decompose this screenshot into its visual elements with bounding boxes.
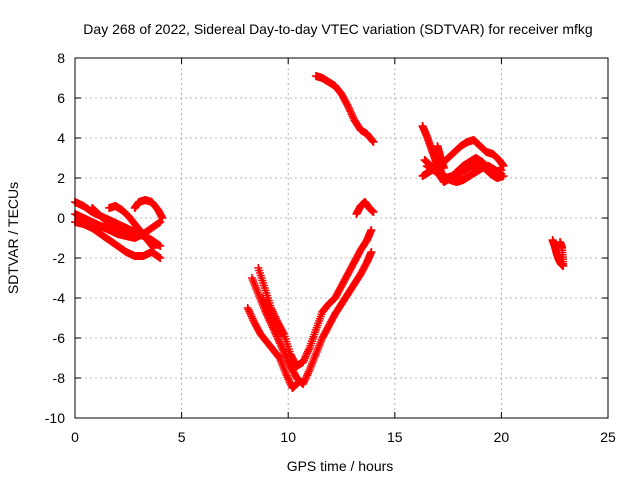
data-point-marker — [369, 138, 378, 146]
y-tick-label: 6 — [57, 90, 65, 106]
series-track-c1 — [311, 72, 378, 146]
data-point-marker — [156, 254, 165, 262]
y-tick-label: 2 — [57, 170, 65, 186]
data-point-marker — [369, 208, 378, 216]
series-track-a3 — [71, 218, 165, 262]
series-track-d4 — [420, 154, 506, 186]
data-point-marker — [556, 238, 565, 246]
grid-layer — [75, 58, 608, 418]
y-tick-label: -4 — [53, 290, 66, 306]
data-point-marker — [120, 228, 129, 236]
data-point-marker — [158, 214, 167, 222]
plot-frame — [74, 57, 609, 419]
series-track-a4 — [105, 202, 158, 252]
y-axis-label: SDTVAR / TECUs — [5, 182, 21, 294]
y-tick-label: -8 — [53, 370, 66, 386]
data-point-marker — [439, 164, 448, 172]
series-track-b5 — [352, 198, 378, 218]
y-tick-label: -2 — [53, 250, 66, 266]
y-tick-label: -10 — [45, 410, 65, 426]
series-track-a6 — [88, 204, 129, 236]
x-tick-label: 15 — [387, 429, 403, 445]
series-track-b4 — [258, 294, 286, 338]
y-tick-label: 4 — [57, 130, 65, 146]
x-tick-label: 5 — [178, 429, 186, 445]
series-track-e1 — [548, 236, 568, 270]
data-point-marker — [277, 330, 286, 338]
data-point-marker — [499, 172, 508, 180]
data-point-marker — [367, 248, 376, 256]
y-tick-label: 8 — [57, 50, 65, 66]
x-tick-label: 0 — [71, 429, 79, 445]
tick-layer — [74, 57, 609, 419]
x-tick-label: 25 — [600, 429, 616, 445]
x-axis-label: GPS time / hours — [287, 458, 394, 474]
data-layer — [71, 72, 568, 392]
series-track-b1 — [247, 248, 376, 388]
data-point-marker — [149, 244, 158, 252]
x-tick-label: 10 — [280, 429, 296, 445]
chart-title: Day 268 of 2022, Sidereal Day-to-day VTE… — [83, 21, 592, 37]
series-track-b3 — [243, 304, 303, 392]
y-tick-label: 0 — [57, 210, 65, 226]
x-tick-label: 20 — [494, 429, 510, 445]
data-point-marker — [367, 226, 376, 234]
data-point-marker — [294, 378, 303, 386]
tick-label-layer: 0 5 10 15 20 25 -10 -8 -6 -4 -2 0 2 4 6 8 — [45, 50, 616, 445]
data-point-marker — [156, 242, 165, 250]
y-tick-label: -6 — [53, 330, 66, 346]
series-track-d5 — [433, 142, 448, 172]
data-point-marker — [497, 166, 506, 174]
series-track-a5 — [130, 196, 167, 222]
